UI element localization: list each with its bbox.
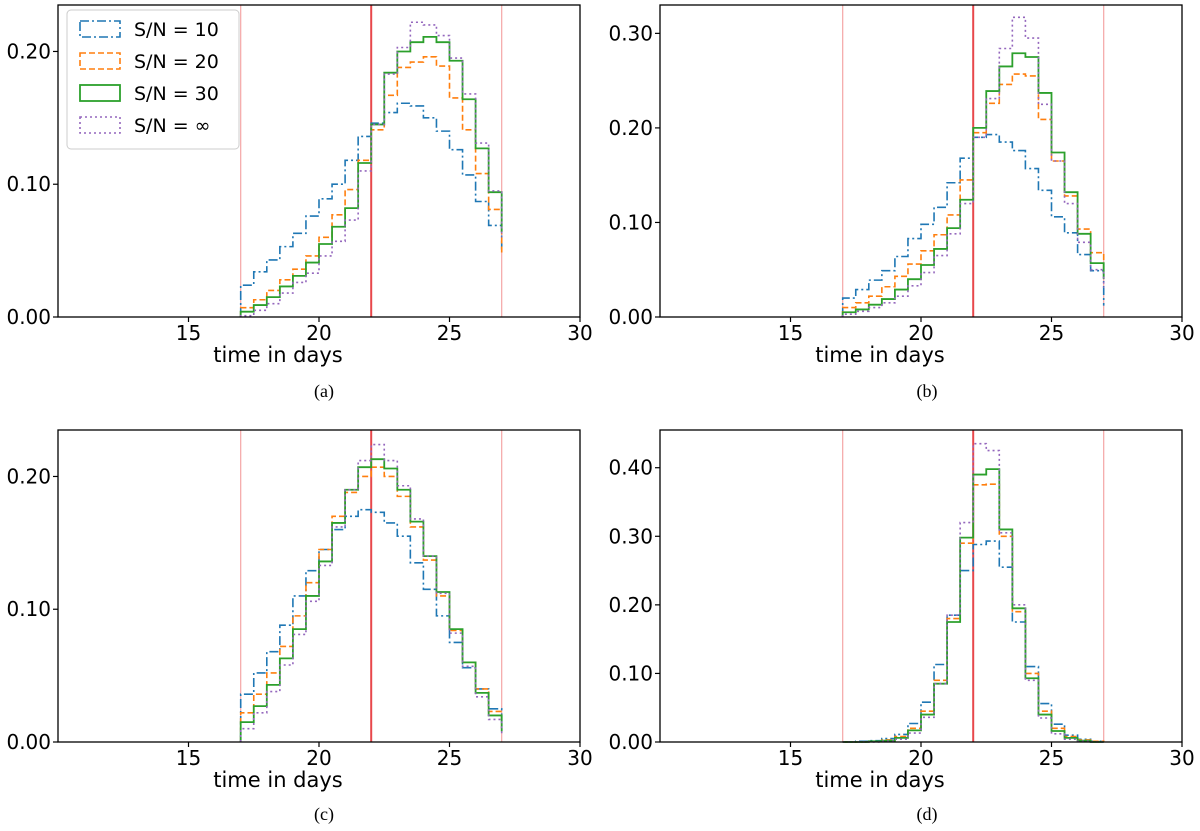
y-tick-label: 0.30	[608, 524, 653, 548]
y-tick-label: 0.10	[6, 597, 51, 621]
x-axis-label: time in days	[815, 343, 945, 367]
series-sn10-step	[841, 133, 1105, 317]
series-sn30-step	[239, 458, 503, 742]
x-tick-label: 20	[908, 321, 933, 345]
x-tick-label: 25	[1039, 746, 1064, 770]
series-sninf-step	[842, 442, 1104, 743]
series-sn10-step	[842, 540, 1105, 743]
x-tick-label: 15	[176, 746, 201, 770]
legend-swatch-sn10	[79, 20, 121, 38]
y-tick-label: 0.00	[608, 305, 653, 329]
legend-swatch-sninf	[79, 116, 121, 134]
panel-caption: (a)	[314, 381, 334, 402]
series-sn30-step	[841, 52, 1105, 317]
y-tick-label: 0.00	[6, 305, 51, 329]
x-axis-label: time in days	[213, 343, 343, 367]
x-tick-label: 15	[176, 321, 201, 345]
series-sn10-step	[239, 102, 503, 317]
panel-caption: (c)	[314, 804, 334, 825]
x-axis-label: time in days	[815, 768, 945, 792]
x-tick-label: 30	[567, 746, 592, 770]
y-tick-label: 0.30	[608, 21, 653, 45]
y-tick-label: 0.10	[608, 661, 653, 685]
x-tick-label: 30	[1169, 321, 1194, 345]
panel-caption: (b)	[917, 381, 938, 402]
legend-label-sn20: S/N = 20	[134, 51, 219, 73]
x-tick-label: 30	[1169, 746, 1194, 770]
x-tick-label: 25	[437, 321, 462, 345]
panel-a: 15 20 25 30 0.00 0.10 0.20 time in days (a)	[6, 4, 593, 402]
y-tick-label: 0.20	[6, 39, 51, 63]
series-sninf-step	[239, 21, 503, 317]
y-tick-label: 0.20	[6, 464, 51, 488]
y-tick-label: 0.00	[608, 730, 653, 754]
x-tick-label: 15	[778, 746, 803, 770]
x-axis-label: time in days	[213, 768, 343, 792]
legend-swatch-sn30	[79, 84, 121, 102]
x-tick-label: 25	[1039, 321, 1064, 345]
series-sn20-step	[239, 466, 503, 742]
series-sn30-step	[842, 468, 1104, 743]
x-tick-label: 30	[567, 321, 592, 345]
y-tick-label: 0.10	[6, 172, 51, 196]
y-tick-label: 0.40	[608, 456, 653, 480]
y-tick-label: 0.20	[608, 593, 653, 617]
panel-caption: (d)	[917, 804, 938, 825]
x-tick-label: 20	[908, 746, 933, 770]
legend-label-sn30: S/N = 30	[134, 83, 219, 105]
panel-c: 15 20 25 30 0.00 0.10 0.20 time in days (c)	[6, 429, 593, 825]
y-tick-label: 0.20	[608, 116, 653, 140]
panel-d: 15 20 25 30 0.00 0.10 0.20 0.30 0.40 time in days…	[608, 429, 1195, 825]
x-tick-label: 25	[437, 746, 462, 770]
series-sninf-step	[239, 443, 503, 742]
legend-label-sninf: S/N = ∞	[134, 115, 211, 137]
x-tick-label: 15	[778, 321, 803, 345]
legend-box	[66, 9, 240, 150]
x-tick-label: 20	[306, 321, 331, 345]
y-tick-label: 0.00	[6, 730, 51, 754]
x-tick-label: 20	[306, 746, 331, 770]
panel-b: 15 20 25 30 0.00 0.10 0.20 0.30 time in days (b)	[608, 4, 1195, 402]
legend-swatch-sn20	[79, 52, 121, 70]
y-tick-label: 0.10	[608, 210, 653, 234]
legend: S/N = 10 S/N = 20 S/N = 30 S/N = ∞	[66, 9, 240, 150]
legend-label-sn10: S/N = 10	[134, 19, 219, 41]
